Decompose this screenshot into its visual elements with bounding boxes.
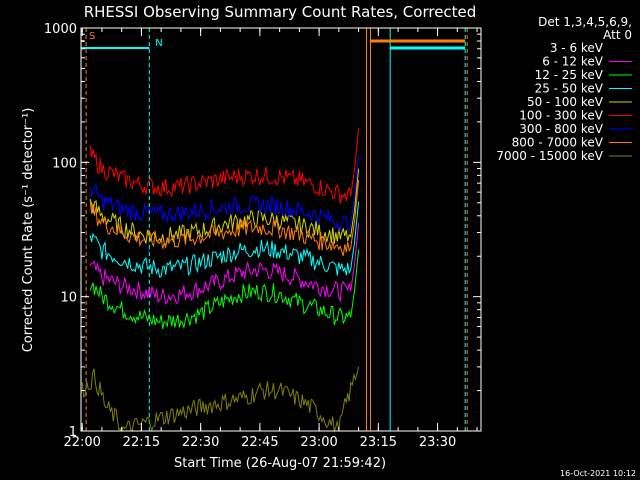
series-12to25keV [89,249,360,330]
series-line [89,269,360,360]
legend-label: 12 - 25 keV [535,68,604,82]
series-line [89,223,360,305]
plot-frame [80,27,482,432]
series-line [89,168,360,246]
legend-label: 6 - 12 keV [542,55,604,69]
y-tick-label: 1000 [44,22,77,37]
legend-label: 100 - 300 keV [519,109,603,123]
series-100to300keV [89,128,360,204]
legend-label: 800 - 7000 keV [512,136,604,150]
series-300to800keV [89,155,360,234]
x-tick-label: 22:45 [241,435,278,450]
series-25to50keV [89,201,360,278]
y-axis-label: Corrected Count Rate (s⁻¹ detector⁻¹) [21,108,36,353]
series-group [81,128,360,433]
legend-header: Det 1,3,4,5,6,9, [538,15,632,29]
series-line [81,366,360,433]
state-flags: SN [81,31,466,50]
marker-lines [85,28,468,431]
series-line [89,128,360,204]
x-tick-label: 22:30 [182,435,219,450]
legend-label: 25 - 50 keV [535,82,604,96]
legend-label: 300 - 800 keV [519,122,603,136]
x-tick-label: 22:15 [123,435,160,450]
y-tick-label: 1 [69,425,77,440]
x-tick-label: 23:15 [360,435,397,450]
x-axis-label: Start Time (26-Aug-07 21:59:42) [174,456,386,471]
legend-label: 7000 - 15000 keV [496,149,603,163]
x-tick-label: 22:00 [63,435,100,450]
x-tick-label: 23:00 [300,435,337,450]
footer-timestamp: 16-Oct-2021 10:12 [560,469,636,478]
series-line [89,201,360,278]
flag-label-S: S [89,31,95,42]
series-line [89,180,360,256]
legend-label: 3 - 6 keV [550,41,604,55]
series-50to100keV [89,168,360,246]
series-line [89,155,360,234]
series-6to12keV [89,223,360,305]
y-axis: 1 10 100 1000 [44,22,481,440]
y-tick-label: 10 [60,291,77,306]
chart-title: RHESSI Observing Summary Count Rates, Co… [84,3,477,21]
series-3to6keV [89,269,360,360]
x-axis: 22:00 22:15 22:30 22:45 23:00 23:15 23:30 [63,28,478,450]
legend-header: Att 0 [603,28,632,42]
series-800to7000keV [89,180,360,256]
flag-label-N: N [155,38,162,49]
x-tick-label: 23:30 [419,435,456,450]
series-7000to15000keV [81,366,360,433]
legend-label: 50 - 100 keV [527,95,604,109]
series-line [89,249,360,330]
y-tick-label: 100 [52,156,77,171]
